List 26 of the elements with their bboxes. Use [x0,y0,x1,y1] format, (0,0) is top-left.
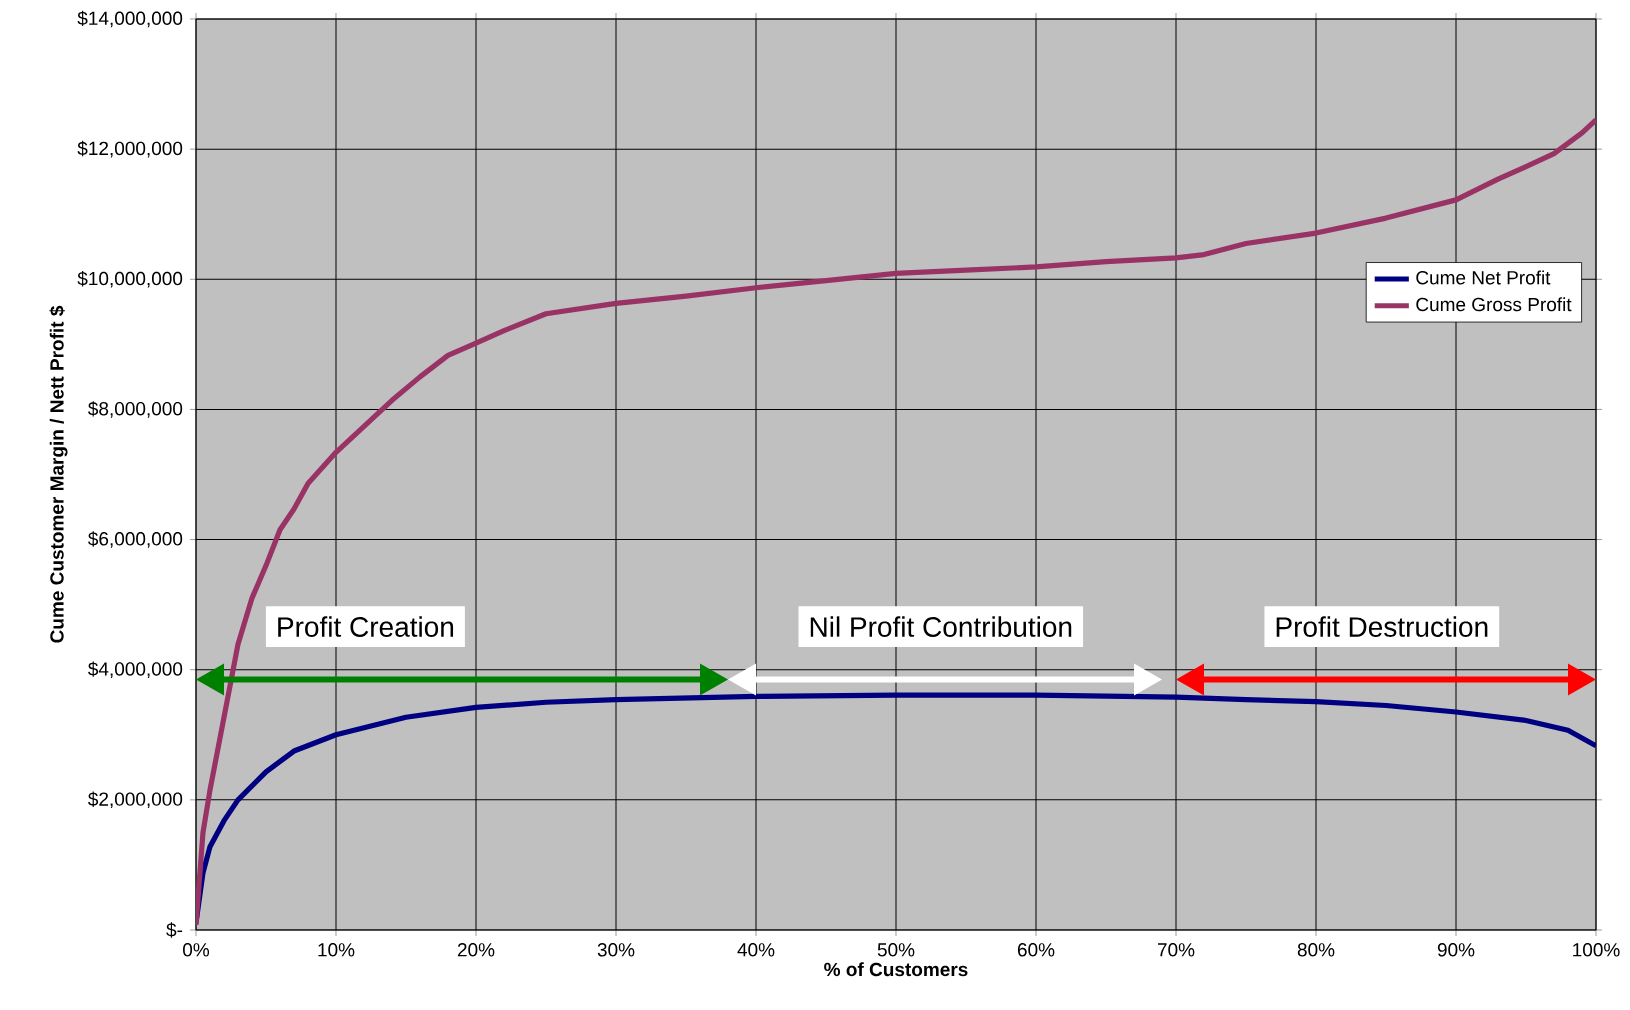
y-tick-label: $4,000,000 [88,661,183,678]
annotation: Nil Profit Contribution [810,616,1072,637]
x-tick-label: 20% [457,943,495,957]
legend-label: Cume Net Profit [1416,270,1551,285]
x-tick-label: 90% [1437,943,1475,957]
y-tick-label: $- [166,922,183,938]
x-tick-label: 50% [877,943,915,957]
x-tick-label: 80% [1297,943,1335,957]
y-tick-label: $12,000,000 [77,140,183,158]
x-tick-label: 30% [597,943,635,957]
x-tick-label: 0% [183,943,210,957]
x-tick-label: 100% [1573,943,1620,957]
y-tick-label: $2,000,000 [88,791,183,809]
x-tick-label: 10% [318,943,355,957]
y-tick-label: $10,000,000 [77,271,183,288]
x-tick-label: 70% [1157,943,1195,957]
x-axis-title: % of Customers [824,962,968,977]
annotation: Profit Destruction [1276,616,1488,637]
y-tick-label: $6,000,000 [88,531,183,548]
y-axis-title: Cume Customer Margin / Nett Profit $ [49,305,68,643]
y-tick-label: $14,000,000 [77,10,183,28]
x-tick-label: 40% [737,943,775,957]
x-tick-label: 60% [1017,943,1055,957]
y-tick-label: $8,000,000 [88,401,183,418]
annotation: Profit Creation [278,616,454,637]
legend-label: Cume Gross Profit [1416,297,1572,312]
